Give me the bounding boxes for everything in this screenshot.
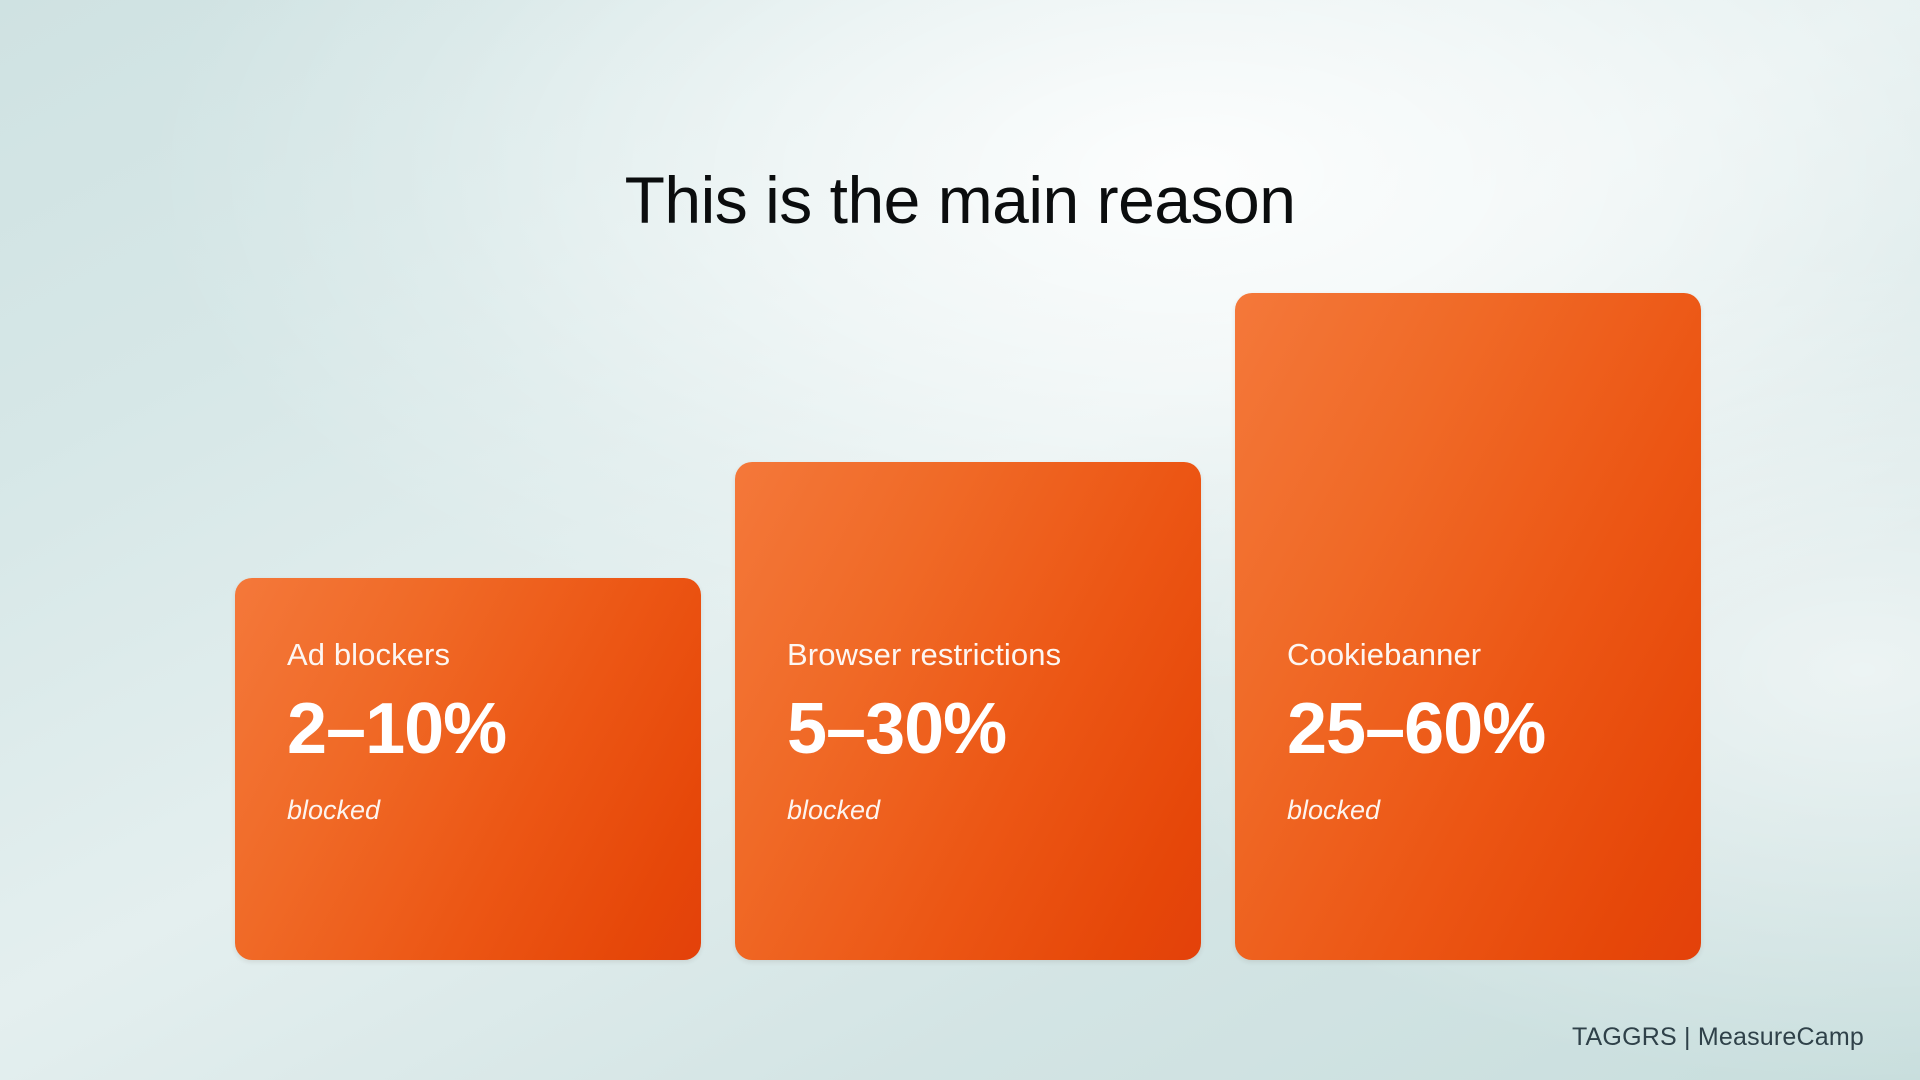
bar-value: 2–10% [287, 689, 507, 769]
bar-text-group: Ad blockers 2–10% blocked [287, 600, 673, 960]
bar-sublabel: blocked [287, 795, 381, 825]
bar-value: 25–60% [1287, 689, 1546, 769]
bar-card-browser-restrictions[interactable]: Browser restrictions 5–30% blocked [735, 462, 1201, 960]
bar-card-cookiebanner[interactable]: Cookiebanner 25–60% blocked [1235, 293, 1701, 960]
bar-fill [1235, 293, 1701, 960]
bar-label: Ad blockers [287, 637, 451, 672]
bar-text-group: Browser restrictions 5–30% blocked [787, 600, 1173, 960]
bar-card-ad-blockers[interactable]: Ad blockers 2–10% blocked [235, 578, 701, 960]
footer-credit: TAGGRS | MeasureCamp [1571, 1023, 1864, 1051]
bar-sublabel: blocked [787, 795, 881, 825]
bar-label: Cookiebanner [1287, 637, 1482, 672]
bar-fill [735, 462, 1201, 960]
bar-text-group: Cookiebanner 25–60% blocked [1287, 600, 1673, 960]
bar-fill [235, 578, 701, 960]
bar-sublabel: blocked [1287, 795, 1381, 825]
bar-value: 5–30% [787, 689, 1007, 769]
bar-label: Browser restrictions [787, 637, 1062, 672]
page-title: This is the main reason [624, 163, 1296, 238]
